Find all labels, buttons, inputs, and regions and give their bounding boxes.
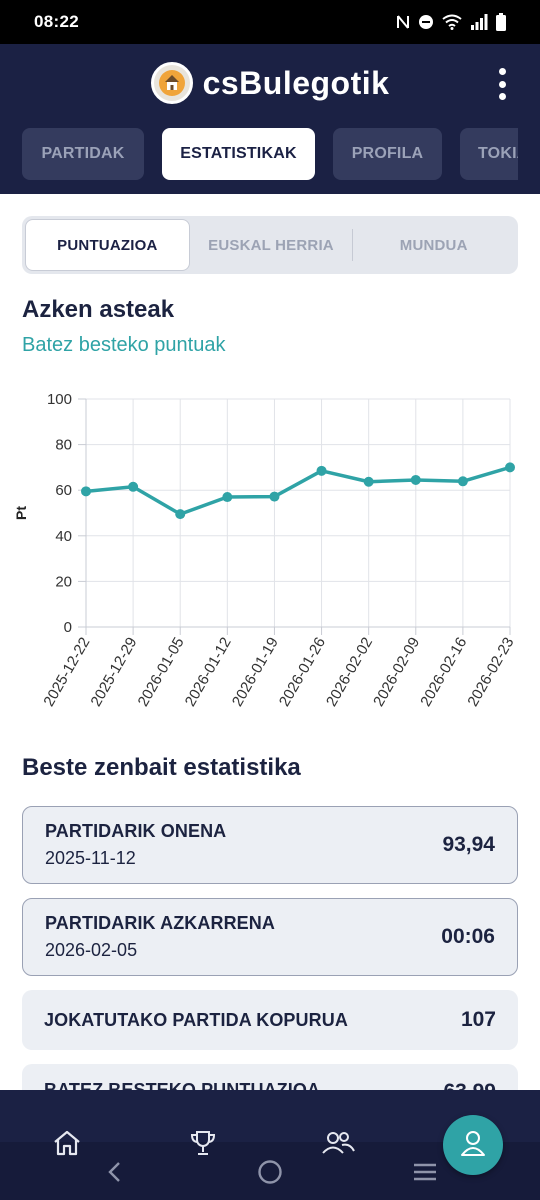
user-icon [457,1127,489,1164]
series-line [85,465,511,516]
x-tick-label: 2026-02-16 [417,635,470,710]
segment-mundua[interactable]: MUNDUA [352,219,515,271]
app-title: csBulegotik [202,64,390,101]
y-tick-label: 40 [55,528,72,545]
home-icon[interactable] [50,1126,84,1160]
x-tick-label: 2025-12-22 [40,635,93,710]
x-tick-label: 2025-12-29 [87,635,140,710]
data-point [316,465,327,476]
wifi-icon [442,14,462,30]
status-time: 08:22 [34,12,79,31]
stat-card-best-game[interactable]: PARTIDARIK ONENA 2025-11-12 93,94 [22,806,518,884]
data-point [269,491,280,502]
recent-weeks-subtitle: Batez besteko puntuak [22,334,226,356]
segment-euskal-herria[interactable]: EUSKAL HERRIA [208,236,334,254]
x-tick-label: 2026-01-12 [182,635,235,710]
data-point [457,476,468,487]
recents-menu-icon[interactable] [410,1160,440,1184]
home-circle-icon[interactable] [256,1158,284,1186]
data-point [222,492,233,503]
dnd-icon [418,14,434,30]
status-icons [396,13,506,31]
stat-value: 00:06 [441,925,495,948]
nfc-icon [396,14,410,30]
brand: csBulegotik [0,60,540,106]
data-point [363,476,374,487]
x-tick-label: 2026-01-05 [135,635,188,710]
tab-estatistikak[interactable]: ESTATISTIKAK [162,128,315,180]
recent-weeks-title: Azken asteak [22,296,175,323]
stat-card-fastest-game[interactable]: PARTIDARIK AZKARRENA 2026-02-05 00:06 [22,898,518,976]
y-tick-label: 80 [55,437,72,454]
stat-value: 107 [460,1008,496,1031]
x-tick-label: 2026-01-26 [276,635,329,710]
stat-text: PARTIDARIK AZKARRENA 2026-02-05 [45,913,275,961]
y-tick-label: 100 [47,391,72,408]
stat-label: JOKATUTAKO PARTIDA KOPURUA [44,1009,348,1030]
tab-tokia[interactable]: TOKIA [460,128,518,180]
data-point [410,474,421,485]
more-menu-icon[interactable] [494,66,510,102]
x-tick-label: 2026-02-23 [464,635,517,710]
x-tick-label: 2026-02-02 [323,635,376,710]
tab-profila[interactable]: PROFILA [333,128,442,180]
stat-date: 2025-11-12 [45,848,136,868]
stat-label: PARTIDARIK AZKARRENA [45,913,275,933]
data-point [505,462,515,473]
profile-fab[interactable] [443,1115,503,1175]
stat-date: 2026-02-05 [45,940,138,960]
signal-icon [470,14,488,30]
score-scope-selector: PUNTUAZIOA EUSKAL HERRIA MUNDUA [22,216,518,274]
y-tick-label: 20 [55,573,72,590]
segment-puntuazioa[interactable]: PUNTUAZIOA [25,219,190,271]
data-point [81,486,91,497]
status-bar: 08:22 [0,0,540,44]
y-axis-label: Pt [13,506,29,520]
stat-value: 93,94 [442,833,495,856]
other-stats-title: Beste zenbait estatistika [22,754,301,781]
battery-icon [496,13,506,31]
y-tick-label: 0 [64,619,72,636]
x-tick-label: 2026-02-09 [370,635,423,710]
stat-label: PARTIDARIK ONENA [45,821,227,841]
users-icon[interactable] [320,1126,356,1160]
data-point [128,481,139,492]
trophy-icon[interactable] [186,1126,220,1160]
x-tick-label: 2026-01-19 [229,635,282,710]
y-tick-label: 60 [55,482,72,499]
tab-partidak[interactable]: PARTIDAK [22,128,144,180]
back-icon[interactable] [104,1160,124,1184]
stat-text: PARTIDARIK ONENA 2025-11-12 [45,821,226,869]
weekly-score-chart: 0204060801002025-12-222025-12-292026-01-… [13,391,517,710]
app-header: csBulegotik PARTIDAK ESTATISTIKAK PROFIL… [0,44,540,194]
logo-icon [150,62,193,104]
data-point [175,509,186,520]
main-tabs: PARTIDAK ESTATISTIKAK PROFILA TOKIA [22,128,518,180]
stat-card-games-played: JOKATUTAKO PARTIDA KOPURUA 107 [22,990,518,1050]
